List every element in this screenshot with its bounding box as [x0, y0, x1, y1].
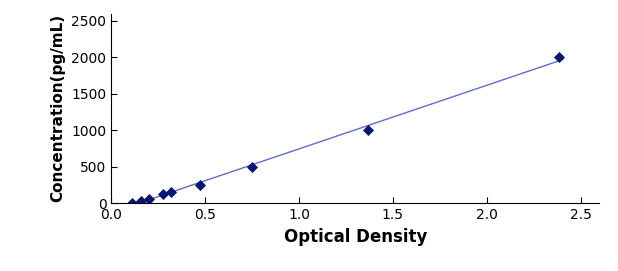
Point — [136, 199, 146, 203]
Point — [144, 196, 154, 201]
Point — [554, 55, 564, 60]
Point — [195, 183, 205, 187]
X-axis label: Optical Density: Optical Density — [284, 228, 427, 246]
Point — [158, 192, 168, 196]
Point — [166, 190, 176, 194]
Point — [363, 128, 373, 133]
Point — [247, 164, 257, 169]
Point — [127, 201, 137, 205]
Y-axis label: Concentration(pg/mL): Concentration(pg/mL) — [51, 14, 66, 202]
